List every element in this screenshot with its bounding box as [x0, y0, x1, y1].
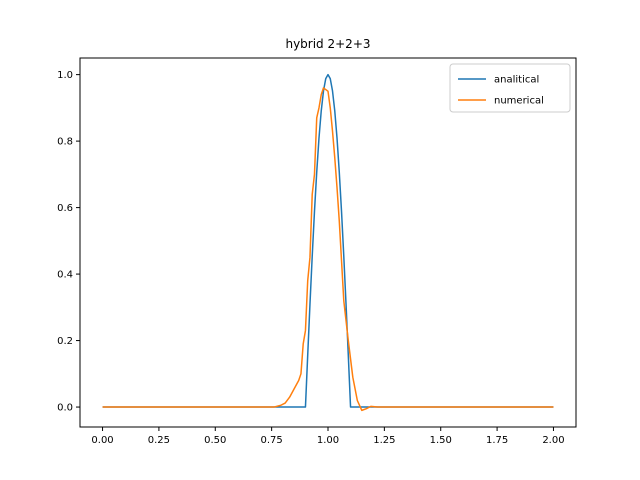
y-tick-label: 1.0: [57, 70, 73, 81]
y-axis: 0.0 0.2 0.4 0.6 0.8 1.0: [57, 70, 80, 414]
x-tick-label: 1.25: [373, 435, 395, 446]
x-tick-label: 1.00: [317, 435, 339, 446]
x-axis: 0.00 0.25 0.50 0.75 1.00 1.25 1.50 1.75 2.00: [91, 427, 565, 446]
legend: analitical numerical: [449, 63, 571, 113]
y-tick-label: 0.8: [57, 137, 73, 148]
plot-frame: [79, 57, 577, 428]
x-tick-label: 0.75: [261, 435, 283, 446]
x-tick-label: 2.00: [542, 435, 564, 446]
x-tick-label: 1.50: [430, 435, 452, 446]
legend-label-numerical: numerical: [494, 96, 544, 107]
y-tick-label: 0.0: [57, 403, 73, 414]
series-line-analitical: [102, 73, 554, 408]
series-line-numerical: [102, 87, 554, 412]
x-tick-label: 0.00: [91, 435, 113, 446]
plot-area: [102, 73, 554, 412]
y-tick-label: 0.2: [57, 336, 73, 347]
x-tick-label: 0.50: [204, 435, 226, 446]
x-tick-label: 1.75: [486, 435, 508, 446]
x-tick-label: 0.25: [148, 435, 170, 446]
legend-label-analitical: analitical: [494, 75, 539, 86]
y-tick-label: 0.4: [57, 270, 73, 281]
y-tick-label: 0.6: [57, 203, 73, 214]
chart-title: hybrid 2+2+3: [285, 37, 370, 51]
